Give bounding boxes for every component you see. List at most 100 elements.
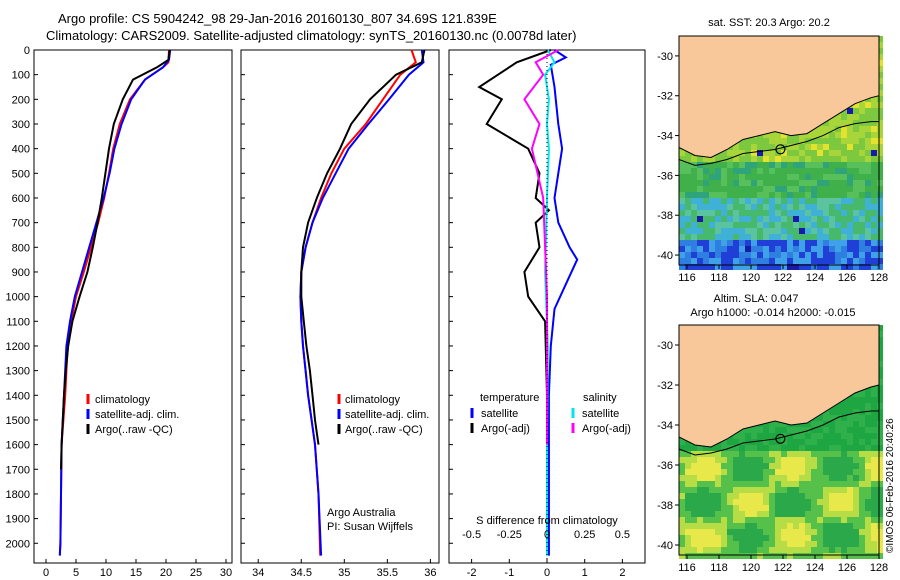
map-cell (859, 216, 865, 222)
map-cell (733, 174, 739, 180)
map-cell (853, 403, 859, 409)
map-cell (835, 156, 841, 162)
map-cell (721, 517, 727, 523)
map-cell (841, 216, 847, 222)
map-cell (793, 234, 799, 240)
map-cell (841, 198, 847, 204)
series-line-salinity (300, 49, 426, 445)
map-cell (745, 168, 751, 174)
map-cell (739, 463, 745, 469)
map-cell (811, 469, 817, 475)
map-cell (793, 216, 799, 222)
map-cell (841, 463, 847, 469)
map-cell (835, 252, 841, 258)
map-cell (823, 228, 829, 234)
map-cell (721, 240, 727, 246)
map-cell (811, 180, 817, 186)
map-cell (709, 210, 715, 216)
map-cell (859, 210, 865, 216)
map-cell (709, 463, 715, 469)
map-cell (793, 451, 799, 457)
map-cell (745, 246, 751, 252)
xtick-label: 25 (190, 567, 202, 579)
map-cell (691, 186, 697, 192)
map-cell (691, 210, 697, 216)
map-cell (829, 415, 835, 421)
map-cell (865, 234, 871, 240)
map-cell (847, 168, 853, 174)
map-cell (805, 427, 811, 433)
map-cell (757, 156, 763, 162)
map-cell (751, 240, 757, 246)
map-cell (781, 252, 787, 258)
map-cell (745, 433, 751, 439)
map-cell (871, 553, 877, 559)
map-cell (877, 210, 883, 216)
map-cell (793, 204, 799, 210)
map-cell (697, 463, 703, 469)
map-cell (793, 150, 799, 156)
map-cell (817, 222, 823, 228)
map-cell (787, 186, 793, 192)
map-cell (703, 198, 709, 204)
map-cell (697, 174, 703, 180)
map-cell (793, 469, 799, 475)
map-cell (727, 517, 733, 523)
map-cell (787, 427, 793, 433)
map-cell (805, 547, 811, 553)
map-cell (817, 547, 823, 553)
map-cell (859, 517, 865, 523)
map-cell (817, 481, 823, 487)
map-cell (811, 210, 817, 216)
map-cell (781, 421, 787, 427)
map-cell (847, 144, 853, 150)
xtick-label: 10 (100, 567, 112, 579)
map-cell (793, 505, 799, 511)
map-cell (865, 162, 871, 168)
map-cell (829, 427, 835, 433)
map-cell (865, 216, 871, 222)
map-cell (685, 216, 691, 222)
map-cell (769, 433, 775, 439)
map-cell (859, 234, 865, 240)
map-cell (799, 511, 805, 517)
map-cell (817, 511, 823, 517)
map-cell (733, 150, 739, 156)
map-cell (775, 156, 781, 162)
map-frame (678, 324, 880, 556)
ytick-label: -34 (657, 131, 673, 143)
map-cell (697, 553, 703, 559)
map-cell (721, 499, 727, 505)
map-cell (727, 240, 733, 246)
map-cell (823, 252, 829, 258)
map-cell (859, 102, 865, 108)
map-cell (709, 258, 715, 264)
map-cell (697, 180, 703, 186)
map-cell (871, 186, 877, 192)
map-cell (781, 168, 787, 174)
map-cell (847, 493, 853, 499)
map-cell (751, 481, 757, 487)
legend-label: Argo(..raw -QC) (345, 424, 423, 436)
map-cell (781, 204, 787, 210)
map-cell (841, 445, 847, 451)
map-cell (715, 186, 721, 192)
map-cell (853, 246, 859, 252)
map-cell (709, 168, 715, 174)
map-cell (763, 246, 769, 252)
map-cell (859, 547, 865, 553)
map-cell (847, 228, 853, 234)
map-cell (877, 361, 883, 367)
map-cell (835, 150, 841, 156)
map-cell (811, 252, 817, 258)
map-cell (871, 132, 877, 138)
map-cell (769, 505, 775, 511)
map-cell (877, 385, 883, 391)
map-cell (817, 427, 823, 433)
map-cell (715, 216, 721, 222)
map-cell (697, 210, 703, 216)
map-cell (769, 421, 775, 427)
map-cell (787, 523, 793, 529)
map-cell (715, 475, 721, 481)
map-cell (829, 150, 835, 156)
